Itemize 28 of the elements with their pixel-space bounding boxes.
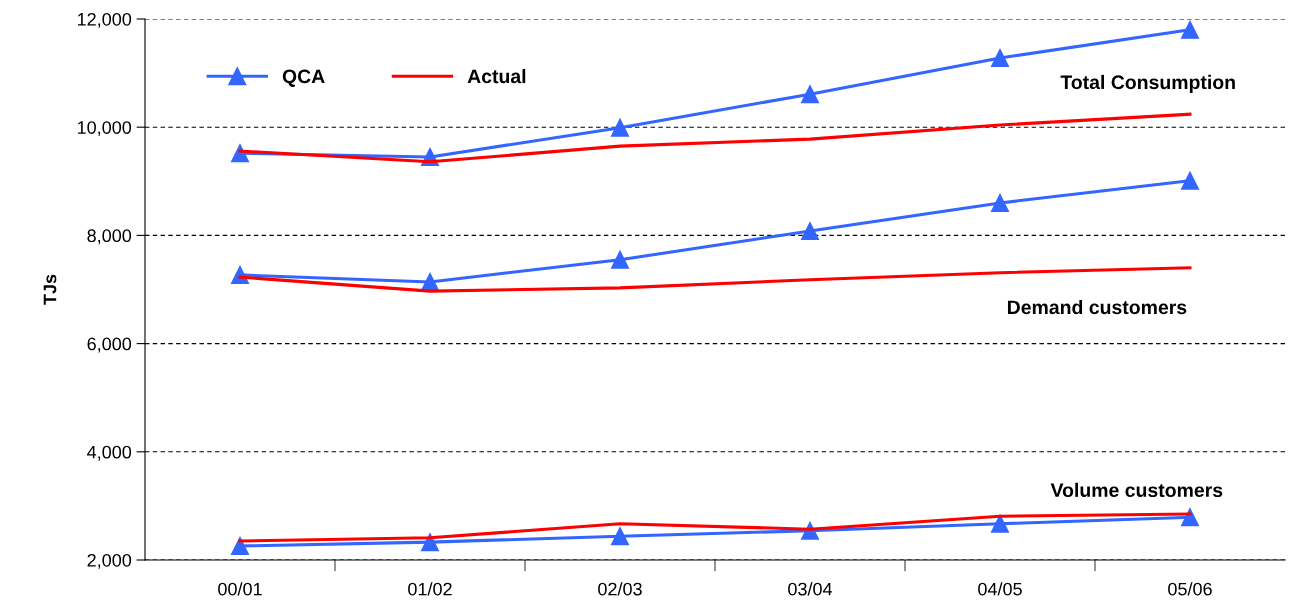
legend-label: QCA (282, 69, 325, 87)
y-axis-title: TJs (43, 274, 57, 305)
y-tick-label: 6,000 (87, 337, 132, 353)
point (610, 118, 630, 137)
x-tick-label: 01/02 (408, 582, 452, 596)
point (800, 222, 820, 241)
legend-label: Actual (467, 68, 526, 84)
y-tick-label: 10,000 (77, 121, 132, 137)
point (1180, 171, 1200, 190)
annotation: Total Consumption (1060, 74, 1235, 93)
y-tick-label: 2,000 (87, 553, 132, 569)
annotation: Volume customers (1050, 482, 1223, 498)
point (610, 527, 630, 546)
y-tick-label: 8,000 (87, 229, 132, 245)
x-tick-label: 00/01 (218, 582, 262, 596)
x-tick-label: 04/05 (978, 582, 1022, 596)
x-tick-label: 02/03 (598, 582, 642, 596)
point (610, 250, 630, 269)
point (420, 533, 440, 552)
point (1180, 20, 1200, 39)
annotation: Demand customers (1007, 299, 1187, 315)
x-tick-label: 05/06 (1168, 582, 1212, 596)
point (800, 85, 820, 104)
x-tick-label: 03/04 (788, 582, 833, 596)
point (990, 193, 1010, 212)
point (990, 48, 1010, 67)
y-tick-label: 12,000 (77, 12, 132, 28)
y-tick-label: 4,000 (87, 445, 132, 461)
